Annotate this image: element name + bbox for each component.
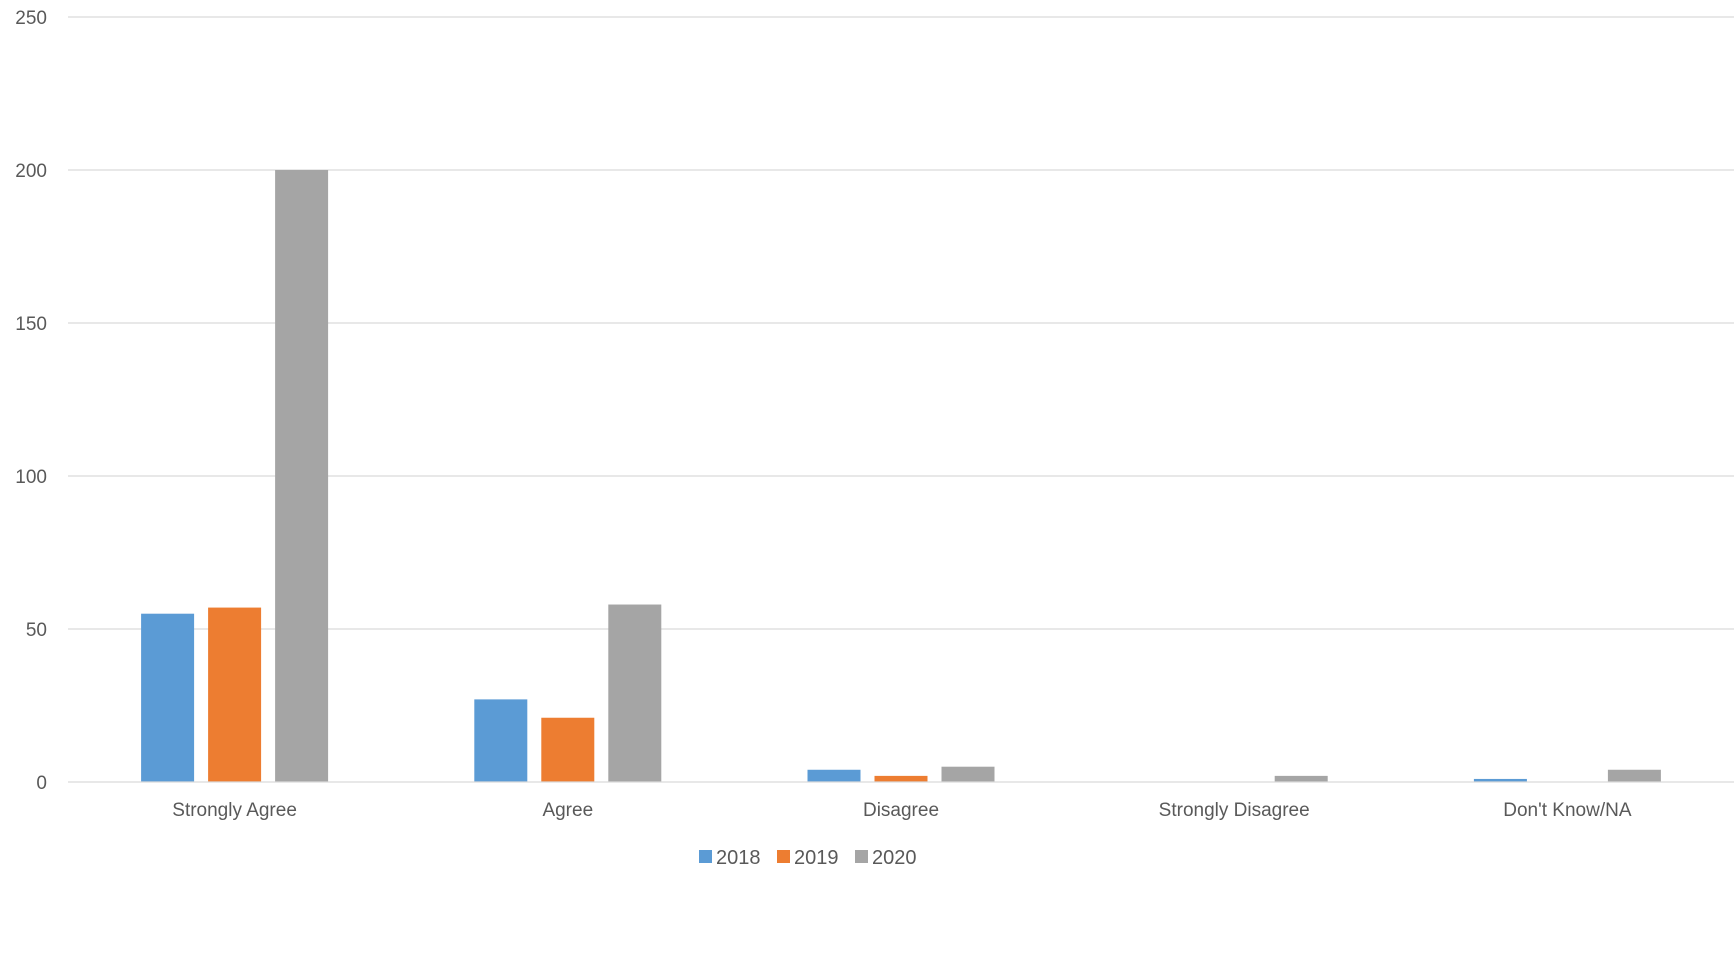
bar-2019-2 [874,775,928,782]
y-tick-label: 200 [15,161,47,182]
y-tick-label: 100 [15,467,47,488]
y-tick-label: 250 [15,8,47,29]
legend-swatch-2018 [699,850,712,863]
x-category-label: Strongly Disagree [1159,800,1310,821]
x-axis-category-labels: Strongly Agree Agree Disagree Strongly Disa… [172,800,1632,821]
x-category-label: Agree [542,800,593,821]
bar-2020-1 [608,604,662,782]
legend-swatch-2019 [777,850,790,863]
bar-2019-0 [208,607,262,782]
bar-2020-4 [1607,769,1661,782]
y-tick-label: 50 [26,620,47,641]
x-category-label: Strongly Agree [172,800,297,821]
legend-label: 2018 [716,847,761,869]
bar-2020-0 [275,170,329,782]
bars [141,170,1661,782]
bar-2018-1 [474,699,528,782]
y-axis-tick-labels: 0 50 100 150 200 250 [15,8,47,794]
x-category-label: Don't Know/NA [1503,800,1632,821]
legend: 2018 2019 2020 [699,847,917,869]
y-tick-label: 0 [36,773,47,794]
x-category-label: Disagree [863,800,939,821]
bar-2020-2 [941,766,995,782]
legend-swatch-2020 [855,850,868,863]
bar-2018-0 [141,613,195,782]
legend-label: 2019 [794,847,839,869]
bar-2019-1 [541,717,595,782]
gridlines [68,16,1734,630]
bar-2018-4 [1473,778,1527,782]
y-tick-label: 150 [15,314,47,335]
legend-label: 2020 [872,847,917,869]
bar-2020-3 [1274,775,1328,782]
bar-2018-2 [807,769,861,782]
